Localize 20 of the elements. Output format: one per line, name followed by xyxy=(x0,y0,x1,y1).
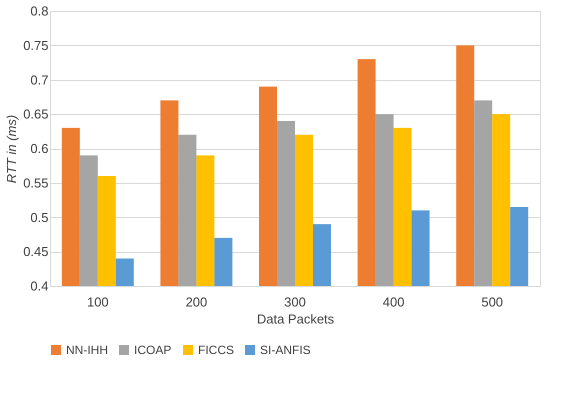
legend-label: SI-ANFIS xyxy=(260,343,311,357)
x-tick-label: 300 xyxy=(284,294,306,310)
x-tick-label: 100 xyxy=(86,294,109,310)
x-tick-label: 200 xyxy=(186,294,208,310)
y-tick-label: 0.45 xyxy=(23,244,48,260)
y-tick-label: 0.75 xyxy=(23,38,48,53)
y-tick-label: 0.6 xyxy=(30,141,48,156)
x-tick-label: 500 xyxy=(481,294,504,310)
y-tick-label: 0.7 xyxy=(30,72,48,88)
legend-label: NN-IHH xyxy=(66,343,108,357)
x-axis-title: Data Packets xyxy=(256,312,335,326)
x-tick-label: 400 xyxy=(382,294,404,310)
y-axis-title: RTT in (ms) xyxy=(4,114,20,184)
legend-label: ICOAP xyxy=(134,343,172,357)
legend-label: FICCS xyxy=(198,343,234,357)
y-tick-label: 0.4 xyxy=(30,278,48,294)
y-tick-label: 0.65 xyxy=(23,106,48,122)
y-tick-label: 0.8 xyxy=(30,4,48,18)
y-tick-label: 0.55 xyxy=(23,175,48,190)
y-tick-label: 0.5 xyxy=(30,210,48,225)
